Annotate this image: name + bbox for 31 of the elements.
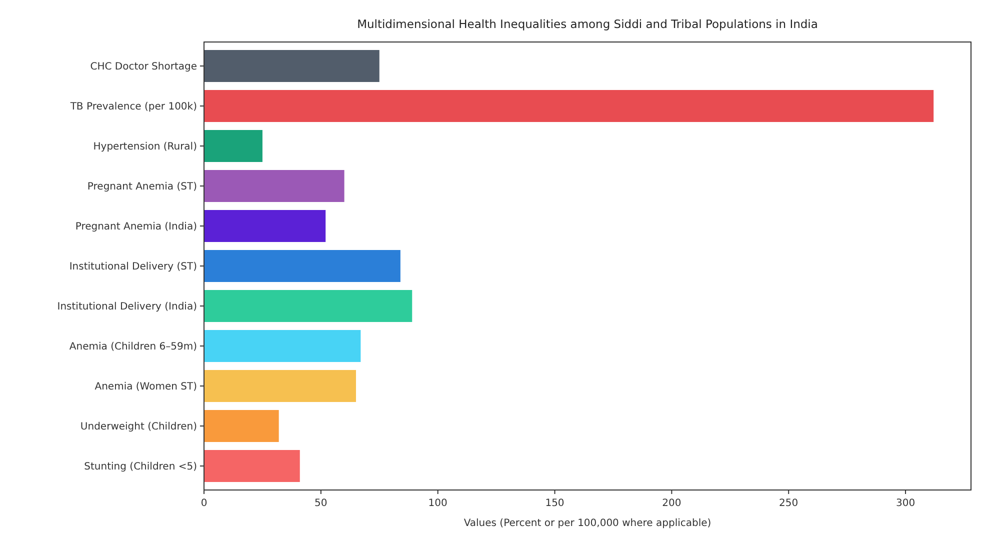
chart-title: Multidimensional Health Inequalities among Siddi and Tribal Populations in India: [357, 17, 818, 31]
y-tick-label: Pregnant Anemia (India): [75, 222, 198, 232]
bar: [204, 330, 361, 362]
y-tick-label: Anemia (Women ST): [94, 382, 198, 392]
y-tick-label: Stunting (Children <5): [84, 462, 198, 472]
y-tick-label: Pregnant Anemia (ST): [87, 182, 198, 192]
bar: [204, 410, 279, 442]
y-tick-label: Institutional Delivery (ST): [69, 262, 198, 272]
bar: [204, 170, 344, 202]
y-tick-label: Underweight (Children): [80, 422, 198, 432]
bar: [204, 370, 356, 402]
y-tick-label: TB Prevalence (per 100k): [69, 102, 198, 112]
x-tick-label: 50: [314, 498, 328, 509]
y-tick-label: CHC Doctor Shortage: [90, 62, 197, 72]
x-tick-label: 200: [662, 498, 682, 509]
bar: [204, 50, 380, 82]
bar: [204, 290, 412, 322]
bar: [204, 250, 400, 282]
bar: [204, 450, 300, 482]
x-tick-label: 0: [200, 498, 208, 509]
bar: [204, 210, 326, 242]
x-tick-label: 250: [779, 498, 798, 509]
y-tick-label: Hypertension (Rural): [93, 142, 198, 152]
x-axis-title: Values (Percent or per 100,000 where applicable): [464, 518, 712, 529]
y-tick-label: Institutional Delivery (India): [57, 302, 198, 312]
x-tick-label: 300: [896, 498, 916, 509]
x-tick-label: 150: [545, 498, 564, 509]
bar: [204, 90, 934, 122]
x-tick-label: 100: [428, 498, 448, 509]
y-tick-label: Anemia (Children 6–59m): [69, 342, 198, 352]
bar: [204, 130, 262, 162]
